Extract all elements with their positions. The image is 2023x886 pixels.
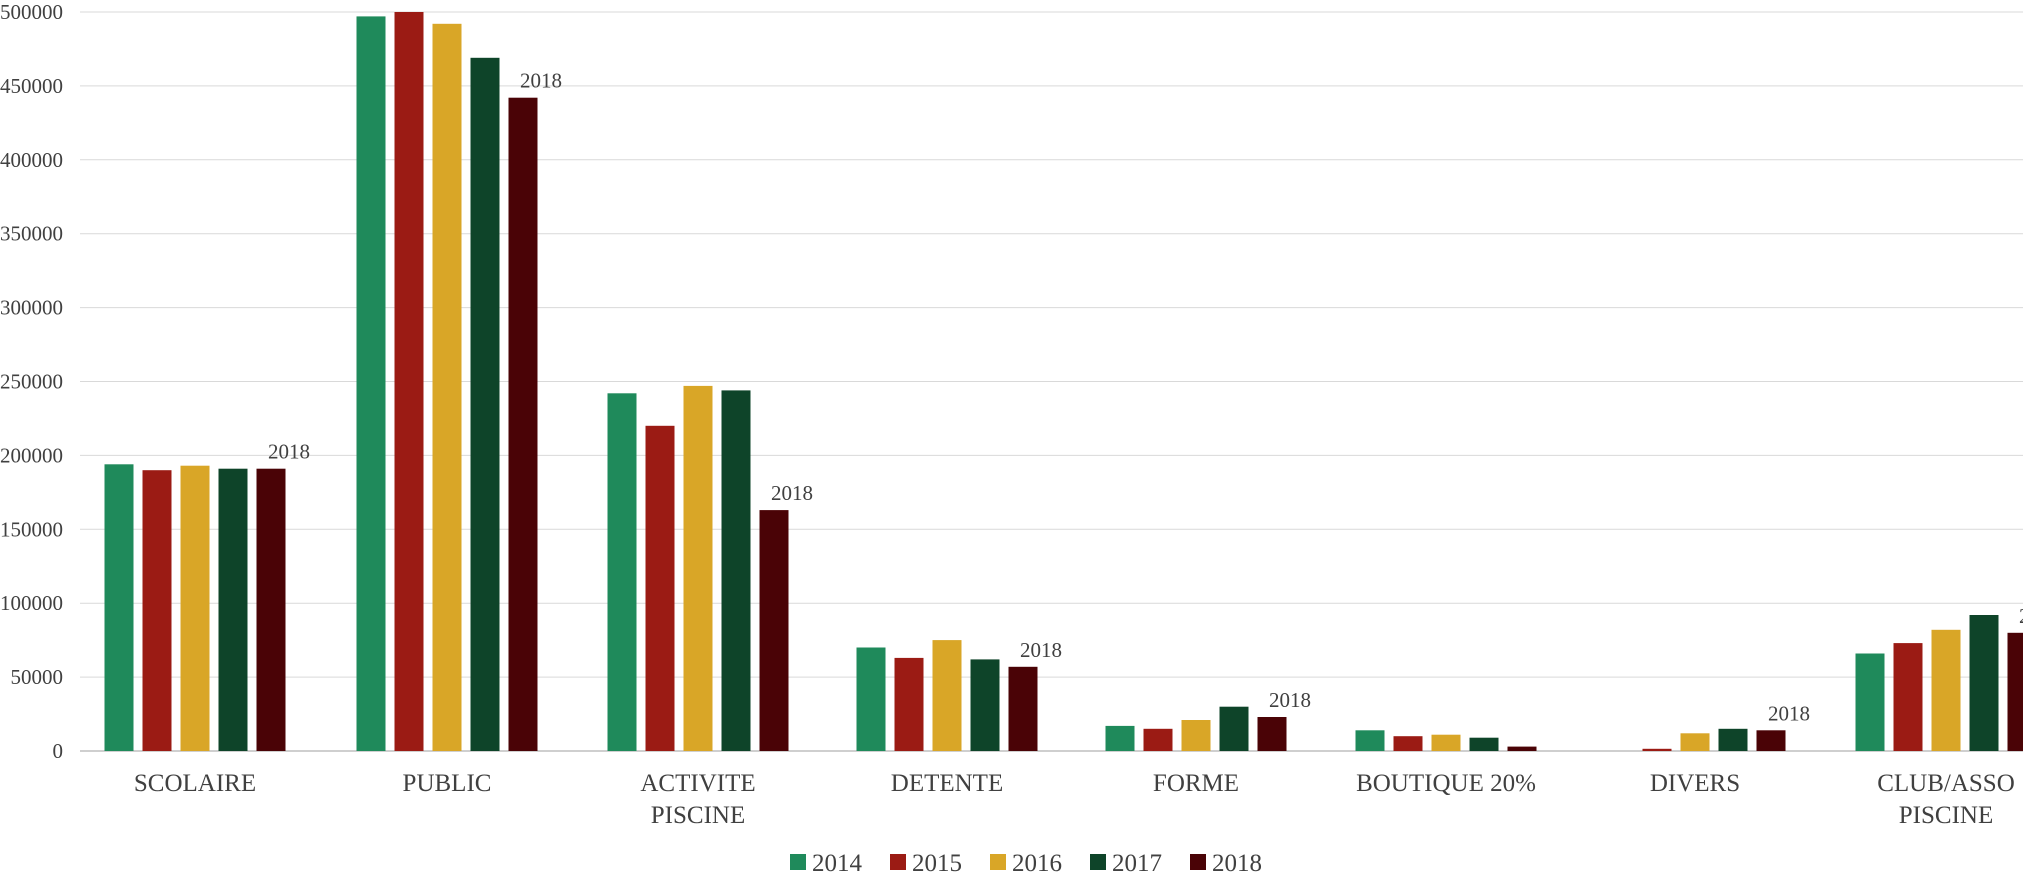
y-tick-label: 50000 <box>11 665 64 689</box>
y-tick-label: 350000 <box>0 222 63 246</box>
y-tick-label: 500000 <box>0 0 63 24</box>
legend-label: 2017 <box>1112 850 1162 877</box>
data-label: 2018 <box>520 69 562 93</box>
bar-2016 <box>180 465 210 751</box>
bar-2016 <box>932 640 962 751</box>
legend-swatch-2017 <box>1090 854 1106 870</box>
bar-2015 <box>894 657 924 751</box>
bar-2016 <box>1431 734 1461 751</box>
legend-swatch-2015 <box>890 854 906 870</box>
bar-2014 <box>1855 653 1885 751</box>
bar-2018 <box>2007 632 2023 751</box>
y-axis: 0 50000 100000 150000 200000 250000 300000 3500… <box>0 0 63 763</box>
y-tick-label: 200000 <box>0 443 63 467</box>
data-label: 2018 <box>2019 604 2023 628</box>
bar-2017 <box>1469 737 1499 751</box>
bar-2014 <box>1105 725 1135 751</box>
bar-2017 <box>1219 706 1249 751</box>
y-tick-label: 150000 <box>0 517 63 541</box>
bar-2015 <box>394 12 424 751</box>
bar-2017 <box>970 659 1000 751</box>
x-tick-label: ACTIVITE <box>640 770 755 797</box>
y-tick-label: 450000 <box>0 74 63 98</box>
bar-2018 <box>256 468 286 751</box>
x-tick-label: BOUTIQUE 20% <box>1356 770 1536 797</box>
bar-2018 <box>1008 666 1038 751</box>
bar-series <box>104 12 2023 752</box>
bar-2017 <box>218 468 248 751</box>
data-label: 2018 <box>268 440 310 464</box>
bar-2016 <box>432 23 462 752</box>
data-labels: 2018 2018 2018 2018 2018 2018 2018 <box>268 69 2023 726</box>
bar-2015 <box>1893 643 1923 751</box>
y-tick-label: 0 <box>53 739 64 763</box>
bar-2016 <box>1931 629 1961 751</box>
bar-2014 <box>356 16 386 751</box>
data-label: 2018 <box>771 481 813 505</box>
bar-2018 <box>508 97 538 751</box>
bar-2014 <box>1355 730 1385 751</box>
bar-2014 <box>104 464 134 751</box>
bar-2015 <box>1393 736 1423 751</box>
y-tick-label: 300000 <box>0 296 63 320</box>
legend-swatch-2018 <box>1190 854 1206 870</box>
y-tick-label: 400000 <box>0 148 63 172</box>
legend: 2014 2015 2016 2017 2018 <box>790 850 1262 877</box>
legend-swatch-2014 <box>790 854 806 870</box>
bar-2017 <box>721 390 751 751</box>
x-tick-label: SCOLAIRE <box>134 770 256 797</box>
legend-label: 2018 <box>1212 850 1262 877</box>
x-axis: SCOLAIRE PUBLIC ACTIVITE PISCINE DETENTE FORM… <box>134 770 2015 829</box>
bar-2014 <box>856 647 886 751</box>
legend-label: 2015 <box>912 850 962 877</box>
y-tick-label: 250000 <box>0 370 63 394</box>
data-label: 2018 <box>1020 638 1062 662</box>
bar-2015 <box>1143 728 1173 751</box>
x-tick-label: DIVERS <box>1650 770 1740 797</box>
bar-2016 <box>683 385 713 751</box>
bar-2017 <box>1718 728 1748 751</box>
bar-2015 <box>142 470 172 751</box>
x-tick-label: PISCINE <box>651 802 745 829</box>
bar-2015 <box>1642 748 1672 751</box>
bar-2016 <box>1680 733 1710 751</box>
bar-2018 <box>1257 717 1287 751</box>
bar-2017 <box>470 57 500 752</box>
bar-2017 <box>1969 615 1999 751</box>
bar-2018 <box>1507 746 1537 751</box>
x-tick-label: PUBLIC <box>403 770 492 797</box>
bar-2018 <box>1756 730 1786 751</box>
x-tick-label: PISCINE <box>1899 802 1993 829</box>
bar-2016 <box>1181 720 1211 751</box>
x-tick-label: FORME <box>1153 770 1239 797</box>
legend-label: 2016 <box>1012 850 1062 877</box>
data-label: 2018 <box>1768 701 1810 725</box>
bar-2015 <box>645 425 675 751</box>
data-label: 2018 <box>1269 688 1311 712</box>
x-tick-label: DETENTE <box>891 770 1003 797</box>
bar-2014 <box>607 393 637 751</box>
bar-2018 <box>759 510 789 751</box>
x-tick-label: CLUB/ASSO <box>1877 770 2015 797</box>
legend-swatch-2016 <box>990 854 1006 870</box>
y-tick-label: 100000 <box>0 591 63 615</box>
legend-label: 2014 <box>812 850 863 877</box>
